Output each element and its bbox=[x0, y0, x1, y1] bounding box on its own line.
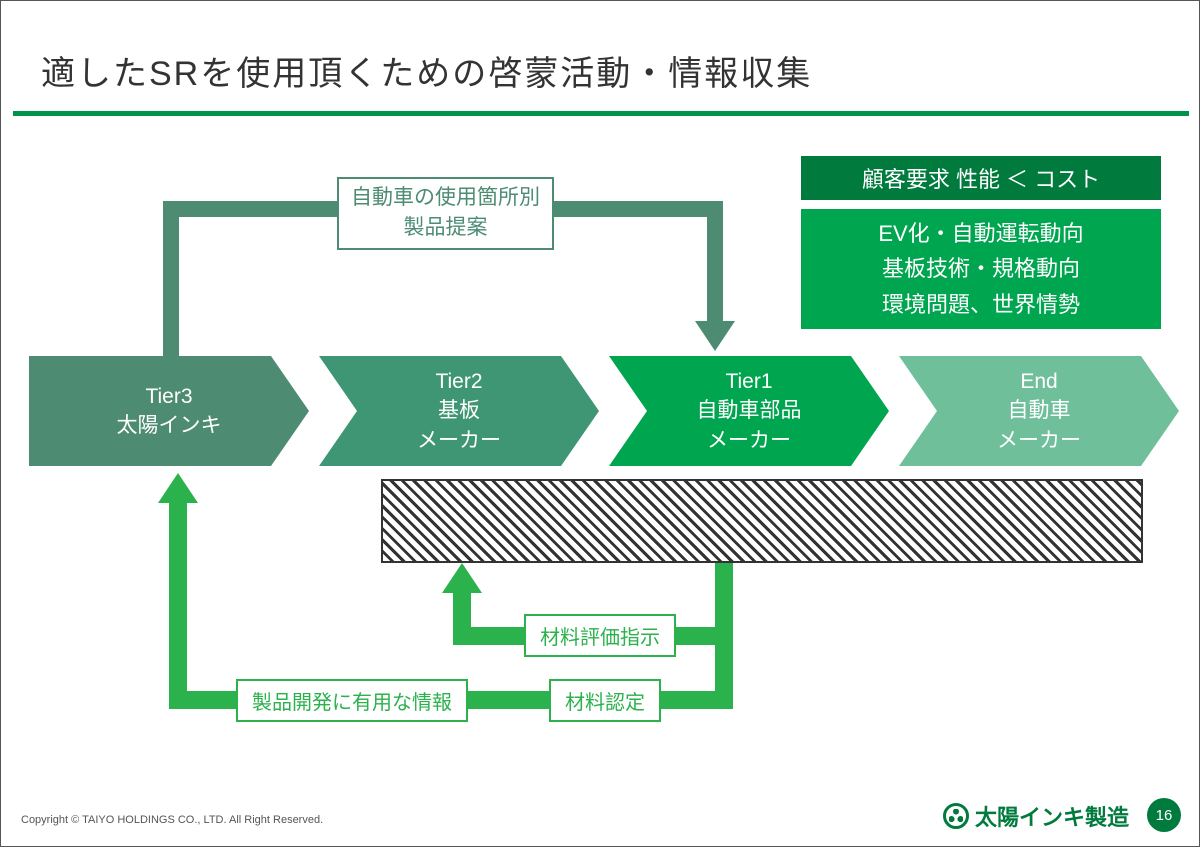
infobox-trend-line-2: 環境問題、世界情勢 bbox=[882, 287, 1080, 322]
top-feedback-label-line-0: 自動車の使用箇所別 bbox=[351, 186, 540, 209]
label-material-cert: 材料認定 bbox=[549, 679, 661, 722]
chevron-tier-label: End bbox=[1020, 367, 1057, 396]
hatched-region bbox=[381, 479, 1143, 563]
infobox-trends: EV化・自動運転動向 基板技術・規格動向 環境問題、世界情勢 bbox=[801, 209, 1161, 329]
label-useful-info: 製品開発に有用な情報 bbox=[236, 679, 468, 722]
chevron-name: 太陽インキ bbox=[117, 411, 222, 440]
btm-arrow-eval-head bbox=[442, 563, 482, 593]
top-feedback-label-line-1: 製品提案 bbox=[404, 216, 488, 239]
brand-text: 太陽インキ製造 bbox=[975, 800, 1129, 832]
infobox-trend-line-1: 基板技術・規格動向 bbox=[882, 251, 1080, 286]
page-number: 16 bbox=[1147, 798, 1181, 832]
chevron-tier-label: Tier3 bbox=[145, 382, 192, 411]
brand-icon bbox=[943, 803, 969, 829]
chevron-tier-label: Tier2 bbox=[435, 367, 482, 396]
chevron-End: End自動車メーカー bbox=[899, 356, 1179, 466]
label-material-eval: 材料評価指示 bbox=[524, 614, 676, 657]
chevron-Tier1: Tier1自動車部品メーカー bbox=[609, 356, 889, 466]
chevron-tier-label: Tier1 bbox=[725, 367, 772, 396]
slide-title: 適したSRを使用頂くための啓蒙活動・情報収集 bbox=[41, 46, 812, 95]
top-feedback-label: 自動車の使用箇所別 製品提案 bbox=[337, 177, 554, 250]
chevron-name-line-0: 自動車部品 bbox=[697, 396, 802, 425]
chevron-Tier3: Tier3太陽インキ bbox=[29, 356, 309, 466]
top-arrow-seg-up bbox=[163, 201, 179, 356]
top-arrow-seg-down bbox=[707, 201, 723, 326]
btm-arrow-cert-head bbox=[158, 473, 198, 503]
infobox-trend-line-0: EV化・自動運転動向 bbox=[878, 216, 1083, 251]
brand-logo: 太陽インキ製造 bbox=[943, 800, 1129, 832]
title-underline bbox=[13, 111, 1189, 116]
top-arrow-head bbox=[695, 321, 735, 351]
chevron-name-line-1: メーカー bbox=[707, 426, 791, 455]
chevron-name-line-1: メーカー bbox=[417, 426, 501, 455]
chevron-name-line-1: メーカー bbox=[997, 426, 1081, 455]
copyright: Copyright © TAIYO HOLDINGS CO., LTD. All… bbox=[21, 814, 323, 826]
btm-arrow-cert-up bbox=[169, 501, 187, 709]
chevron-name-line-0: 基板 bbox=[438, 396, 480, 425]
infobox-customer-demand-text: 顧客要求 性能 ＜ コスト bbox=[862, 162, 1100, 194]
infobox-customer-demand: 顧客要求 性能 ＜ コスト bbox=[801, 156, 1161, 200]
btm-arrow-eval-up bbox=[453, 591, 471, 645]
chevron-name-line-0: 自動車 bbox=[1008, 396, 1071, 425]
chevron-Tier2: Tier2基板メーカー bbox=[319, 356, 599, 466]
